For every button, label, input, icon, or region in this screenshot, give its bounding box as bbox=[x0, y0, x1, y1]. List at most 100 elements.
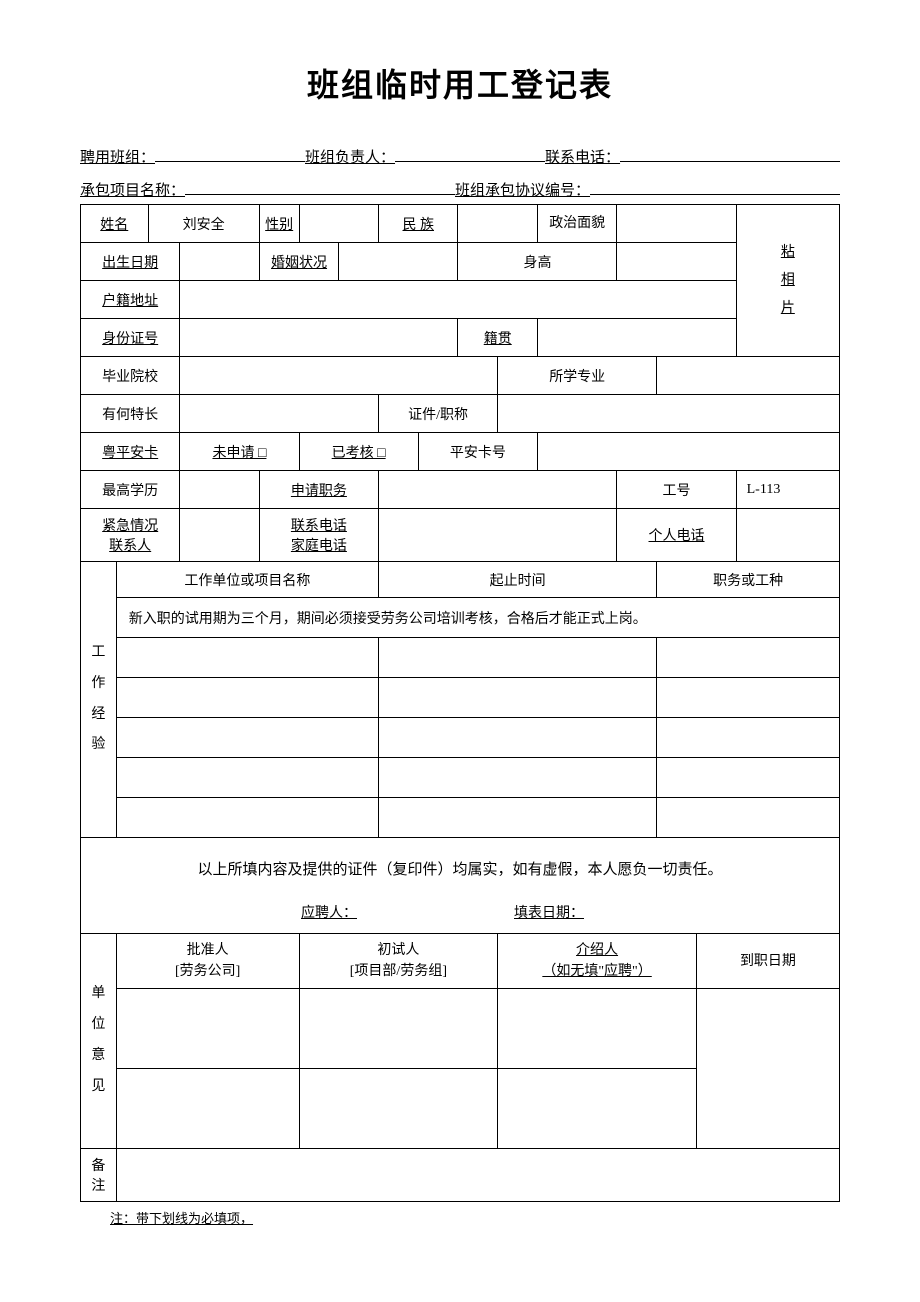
phone-field[interactable] bbox=[620, 161, 840, 162]
marital-value[interactable] bbox=[339, 243, 458, 281]
header-line-1: 聘用班组： 班组负责人： 联系电话： bbox=[80, 146, 840, 167]
project-field[interactable] bbox=[185, 194, 455, 195]
major-label: 所学专业 bbox=[498, 357, 657, 395]
idno-value[interactable] bbox=[180, 319, 458, 357]
exp-col1: 工作单位或项目名称 bbox=[116, 562, 378, 598]
personal-phone-value[interactable] bbox=[736, 509, 839, 562]
address-label: 户籍地址 bbox=[81, 281, 180, 319]
cardno-value[interactable] bbox=[537, 433, 839, 471]
fill-date-label: 填表日期： bbox=[514, 906, 584, 921]
height-value[interactable] bbox=[617, 243, 736, 281]
cardno-label: 平安卡号 bbox=[418, 433, 537, 471]
contract-no-field[interactable] bbox=[590, 194, 840, 195]
gender-label: 性别 bbox=[259, 205, 299, 243]
applypos-value[interactable] bbox=[379, 471, 617, 509]
work-exp-label: 工作经验 bbox=[81, 562, 117, 838]
footnote: 注：带下划线为必填项， bbox=[80, 1208, 840, 1227]
native-value[interactable] bbox=[537, 319, 736, 357]
exp-r5-c1[interactable] bbox=[116, 798, 378, 838]
address-value[interactable] bbox=[180, 281, 736, 319]
ethnicity-value[interactable] bbox=[458, 205, 537, 243]
header-line-2: 承包项目名称： 班组承包协议编号： bbox=[80, 179, 840, 200]
cert-label: 证件/职称 bbox=[379, 395, 498, 433]
remark-value[interactable] bbox=[116, 1149, 839, 1202]
remark-label: 备注 bbox=[81, 1149, 117, 1202]
referrer-val2[interactable] bbox=[498, 1069, 697, 1149]
interviewer-hdr: 初试人[项目部/劳务组] bbox=[299, 934, 498, 989]
exp-col3: 职务或工种 bbox=[657, 562, 840, 598]
exp-r3-c3[interactable] bbox=[657, 718, 840, 758]
interviewer-val[interactable] bbox=[299, 989, 498, 1069]
exp-r3-c2[interactable] bbox=[379, 718, 657, 758]
height-label: 身高 bbox=[458, 243, 617, 281]
startdate-hdr: 到职日期 bbox=[696, 934, 839, 989]
approver-val[interactable] bbox=[116, 989, 299, 1069]
examined[interactable]: 已考核 □ bbox=[299, 433, 418, 471]
group-field[interactable] bbox=[155, 161, 305, 162]
name-value[interactable]: 刘安全 bbox=[148, 205, 259, 243]
exp-r2-c1[interactable] bbox=[116, 678, 378, 718]
empno-label: 工号 bbox=[617, 471, 736, 509]
political-value[interactable] bbox=[617, 205, 736, 243]
exp-r3-c1[interactable] bbox=[116, 718, 378, 758]
native-label: 籍贯 bbox=[458, 319, 537, 357]
registration-table: 姓名 刘安全 性别 民 族 政治面貌 粘相片 出生日期 婚姻状况 身高 户籍地址… bbox=[80, 204, 840, 1202]
ethnicity-label: 民 族 bbox=[379, 205, 458, 243]
not-applied[interactable]: 未申请 □ bbox=[180, 433, 299, 471]
leader-label: 班组负责人： bbox=[305, 146, 395, 167]
group-label: 聘用班组： bbox=[80, 146, 155, 167]
exp-r2-c3[interactable] bbox=[657, 678, 840, 718]
exp-r1-c2[interactable] bbox=[379, 638, 657, 678]
contact-phone-label: 联系电话家庭电话 bbox=[259, 509, 378, 562]
exp-col2: 起止时间 bbox=[379, 562, 657, 598]
contact-phone-value[interactable] bbox=[379, 509, 617, 562]
dob-value[interactable] bbox=[180, 243, 259, 281]
leader-field[interactable] bbox=[395, 161, 545, 162]
edu-value[interactable] bbox=[180, 471, 259, 509]
empno-value[interactable]: L-113 bbox=[736, 471, 839, 509]
approver-val2[interactable] bbox=[116, 1069, 299, 1149]
cert-value[interactable] bbox=[498, 395, 840, 433]
applypos-label: 申请职务 bbox=[259, 471, 378, 509]
applicant-label: 应聘人： bbox=[301, 906, 357, 921]
school-value[interactable] bbox=[180, 357, 498, 395]
exp-r2-c2[interactable] bbox=[379, 678, 657, 718]
edu-label: 最高学历 bbox=[81, 471, 180, 509]
project-label: 承包项目名称： bbox=[80, 179, 185, 200]
marital-label: 婚姻状况 bbox=[259, 243, 338, 281]
form-title: 班组临时用工登记表 bbox=[80, 60, 840, 106]
photo-label: 粘相片 bbox=[741, 239, 835, 323]
exp-r4-c2[interactable] bbox=[379, 758, 657, 798]
political-label: 政治面貌 bbox=[537, 205, 616, 243]
exp-r4-c3[interactable] bbox=[657, 758, 840, 798]
startdate-val[interactable] bbox=[696, 989, 839, 1149]
exp-r4-c1[interactable] bbox=[116, 758, 378, 798]
approver-hdr: 批准人[劳务公司] bbox=[116, 934, 299, 989]
exp-note: 新入职的试用期为三个月，期间必须接受劳务公司培训考核，合格后才能正式上岗。 bbox=[116, 598, 839, 638]
emergency-label: 紧急情况联系人 bbox=[81, 509, 180, 562]
referrer-hdr: 介绍人（如无填"应聘"） bbox=[498, 934, 697, 989]
referrer-val[interactable] bbox=[498, 989, 697, 1069]
emergency-value[interactable] bbox=[180, 509, 259, 562]
card-label: 粤平安卡 bbox=[81, 433, 180, 471]
contract-no-label: 班组承包协议编号： bbox=[455, 179, 590, 200]
exp-r5-c3[interactable] bbox=[657, 798, 840, 838]
major-value[interactable] bbox=[657, 357, 840, 395]
interviewer-val2[interactable] bbox=[299, 1069, 498, 1149]
idno-label: 身份证号 bbox=[81, 319, 180, 357]
exp-r1-c1[interactable] bbox=[116, 638, 378, 678]
specialty-label: 有何特长 bbox=[81, 395, 180, 433]
photo-area[interactable]: 粘相片 bbox=[736, 205, 839, 357]
name-label: 姓名 bbox=[81, 205, 149, 243]
school-label: 毕业院校 bbox=[81, 357, 180, 395]
phone-label: 联系电话： bbox=[545, 146, 620, 167]
opinion-label: 单位意见 bbox=[81, 934, 117, 1149]
gender-value[interactable] bbox=[299, 205, 378, 243]
declaration: 以上所填内容及提供的证件（复印件）均属实，如有虚假，本人愿负一切责任。 bbox=[81, 838, 840, 892]
specialty-value[interactable] bbox=[180, 395, 379, 433]
signature-line: 应聘人： 填表日期： bbox=[81, 892, 840, 934]
personal-phone-label: 个人电话 bbox=[617, 509, 736, 562]
dob-label: 出生日期 bbox=[81, 243, 180, 281]
exp-r1-c3[interactable] bbox=[657, 638, 840, 678]
exp-r5-c2[interactable] bbox=[379, 798, 657, 838]
